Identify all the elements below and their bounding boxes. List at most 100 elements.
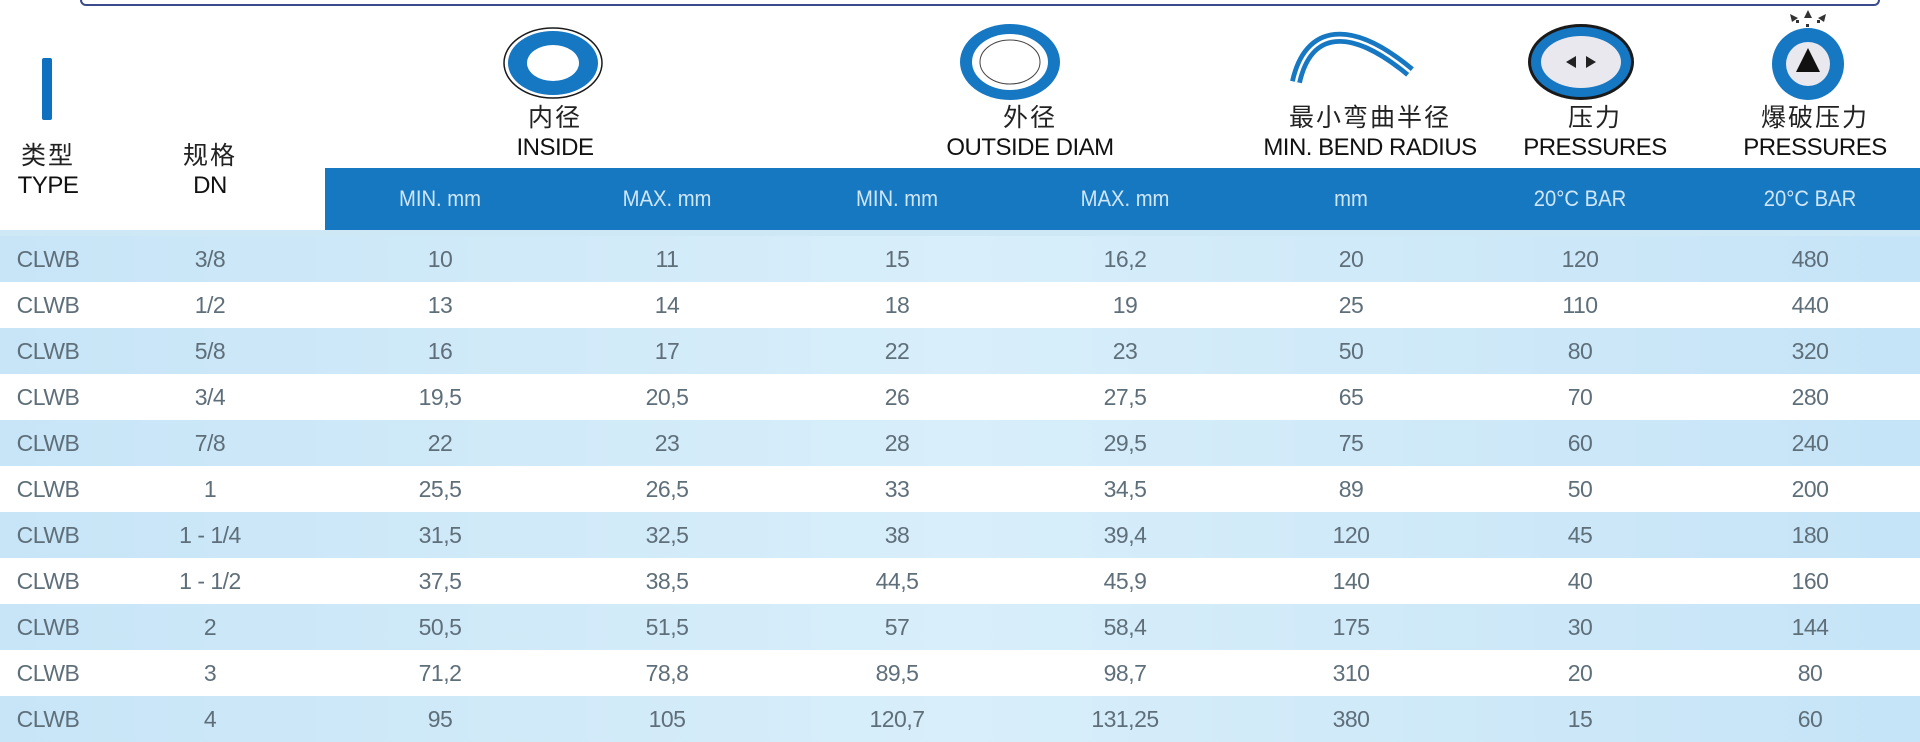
table-row: CLWB 7/8 22 23 28 29,5 75 60 240 bbox=[0, 420, 1920, 466]
cell-inside-max: 38,5 bbox=[645, 568, 689, 594]
subheader-bend-mm: mm bbox=[1334, 186, 1368, 211]
cell-pressure: 70 bbox=[1567, 384, 1593, 410]
subheader-pressure-bar: 20°C BAR bbox=[1533, 186, 1627, 211]
cell-inside-max: 32,5 bbox=[645, 522, 689, 548]
cell-outside-max: 29,5 bbox=[1103, 430, 1147, 456]
cell-burst-pressure: 280 bbox=[1791, 384, 1829, 410]
cell-type: CLWB bbox=[16, 706, 80, 732]
cell-dn: 1 bbox=[203, 476, 217, 502]
cell-outside-max: 23 bbox=[1112, 338, 1138, 364]
cell-outside-max: 45,9 bbox=[1103, 568, 1147, 594]
cell-inside-min: 50,5 bbox=[418, 614, 462, 640]
outside-header-cn: 外径 bbox=[1002, 104, 1057, 132]
cell-outside-max: 34,5 bbox=[1103, 476, 1147, 502]
cell-type: CLWB bbox=[16, 246, 80, 272]
cell-outside-max: 58,4 bbox=[1103, 614, 1147, 640]
cell-outside-min: 15 bbox=[884, 246, 910, 272]
cell-pressure: 40 bbox=[1567, 568, 1593, 594]
cell-bend-radius: 120 bbox=[1332, 522, 1370, 548]
outside-diameter-ring-icon bbox=[960, 24, 1060, 100]
type-header: 类型 TYPE bbox=[8, 142, 88, 200]
cell-outside-max: 98,7 bbox=[1103, 660, 1147, 686]
cell-inside-min: 22 bbox=[427, 430, 453, 456]
cell-inside-min: 13 bbox=[427, 292, 453, 318]
table-row: CLWB 1/2 13 14 18 19 25 110 440 bbox=[0, 282, 1920, 328]
cell-outside-max: 16,2 bbox=[1103, 246, 1147, 272]
cell-type: CLWB bbox=[16, 568, 80, 594]
table-row: CLWB 1 - 1/4 31,5 32,5 38 39,4 120 45 18… bbox=[0, 512, 1920, 558]
cell-dn: 1/2 bbox=[194, 292, 226, 318]
cell-type: CLWB bbox=[16, 476, 80, 502]
type-bar-icon bbox=[42, 58, 52, 120]
cell-pressure: 20 bbox=[1567, 660, 1593, 686]
cell-dn: 3 bbox=[203, 660, 217, 686]
pressure-header: 压力 PRESSURES bbox=[1490, 104, 1700, 162]
pressure-header-en: PRESSURES bbox=[1523, 134, 1667, 161]
table-row: CLWB 4 95 105 120,7 131,25 380 15 60 bbox=[0, 696, 1920, 742]
cell-type: CLWB bbox=[16, 338, 80, 364]
table-row: CLWB 2 50,5 51,5 57 58,4 175 30 144 bbox=[0, 604, 1920, 650]
cell-inside-max: 23 bbox=[654, 430, 680, 456]
outside-header: 外径 OUTSIDE DIAM bbox=[880, 104, 1180, 162]
table-row: CLWB 3/4 19,5 20,5 26 27,5 65 70 280 bbox=[0, 374, 1920, 420]
cell-outside-min: 18 bbox=[884, 292, 910, 318]
bend-radius-header-en: MIN. BEND RADIUS bbox=[1263, 134, 1477, 161]
table-row: CLWB 3 71,2 78,8 89,5 98,7 310 20 80 bbox=[0, 650, 1920, 696]
cell-pressure: 15 bbox=[1567, 706, 1593, 732]
cell-dn: 2 bbox=[203, 614, 217, 640]
cell-burst-pressure: 240 bbox=[1791, 430, 1829, 456]
cell-inside-max: 17 bbox=[654, 338, 680, 364]
inside-diameter-ring-icon bbox=[503, 27, 603, 99]
spec-table-body: CLWB 3/8 10 11 15 16,2 20 120 480 CLWB 1… bbox=[0, 236, 1920, 742]
cell-bend-radius: 175 bbox=[1332, 614, 1370, 640]
cell-pressure: 30 bbox=[1567, 614, 1593, 640]
type-header-cn: 类型 bbox=[20, 142, 75, 170]
cell-inside-min: 19,5 bbox=[418, 384, 462, 410]
cell-inside-min: 95 bbox=[427, 706, 453, 732]
subheader-inside-max: MAX. mm bbox=[622, 186, 712, 211]
table-row: CLWB 5/8 16 17 22 23 50 80 320 bbox=[0, 328, 1920, 374]
cell-outside-min: 44,5 bbox=[875, 568, 919, 594]
cell-burst-pressure: 200 bbox=[1791, 476, 1829, 502]
subheader-bar bbox=[325, 168, 1920, 230]
cell-dn: 1 - 1/4 bbox=[179, 522, 241, 548]
table-row: CLWB 1 - 1/2 37,5 38,5 44,5 45,9 140 40 … bbox=[0, 558, 1920, 604]
cell-dn: 3/8 bbox=[194, 246, 226, 272]
cell-inside-max: 105 bbox=[648, 706, 686, 732]
cell-bend-radius: 25 bbox=[1338, 292, 1364, 318]
cell-bend-radius: 20 bbox=[1338, 246, 1364, 272]
bend-radius-header: 最小弯曲半径 MIN. BEND RADIUS bbox=[1220, 104, 1520, 162]
cell-inside-min: 31,5 bbox=[418, 522, 462, 548]
subheader-burst-bar: 20°C BAR bbox=[1763, 186, 1857, 211]
cell-inside-max: 78,8 bbox=[645, 660, 689, 686]
cell-outside-min: 28 bbox=[884, 430, 910, 456]
inside-header: 内径 INSIDE bbox=[430, 104, 680, 162]
subheader-inside-min: MIN. mm bbox=[398, 186, 482, 211]
cell-bend-radius: 75 bbox=[1338, 430, 1364, 456]
cell-inside-max: 20,5 bbox=[645, 384, 689, 410]
cell-outside-min: 33 bbox=[884, 476, 910, 502]
cell-inside-max: 26,5 bbox=[645, 476, 689, 502]
cell-bend-radius: 380 bbox=[1332, 706, 1370, 732]
cell-outside-min: 57 bbox=[884, 614, 910, 640]
dn-header: 规格 DN bbox=[160, 142, 260, 200]
cell-type: CLWB bbox=[16, 614, 80, 640]
cell-type: CLWB bbox=[16, 430, 80, 456]
cell-inside-max: 11 bbox=[655, 246, 679, 272]
cell-inside-max: 51,5 bbox=[645, 614, 689, 640]
cell-pressure: 110 bbox=[1562, 292, 1598, 318]
cell-bend-radius: 310 bbox=[1332, 660, 1370, 686]
table-row: CLWB 3/8 10 11 15 16,2 20 120 480 bbox=[0, 236, 1920, 282]
cell-bend-radius: 89 bbox=[1338, 476, 1364, 502]
outside-header-en: OUTSIDE DIAM bbox=[946, 134, 1114, 161]
cell-pressure: 60 bbox=[1567, 430, 1593, 456]
subheader-outside-max: MAX. mm bbox=[1080, 186, 1170, 211]
dn-header-cn: 规格 bbox=[182, 142, 237, 170]
cell-outside-min: 120,7 bbox=[869, 706, 925, 732]
burst-pressure-header-cn: 爆破压力 bbox=[1760, 104, 1869, 132]
top-border bbox=[80, 0, 1880, 6]
cell-burst-pressure: 60 bbox=[1797, 706, 1823, 732]
cell-outside-min: 89,5 bbox=[875, 660, 919, 686]
cell-dn: 5/8 bbox=[194, 338, 226, 364]
inside-header-en: INSIDE bbox=[516, 134, 594, 161]
